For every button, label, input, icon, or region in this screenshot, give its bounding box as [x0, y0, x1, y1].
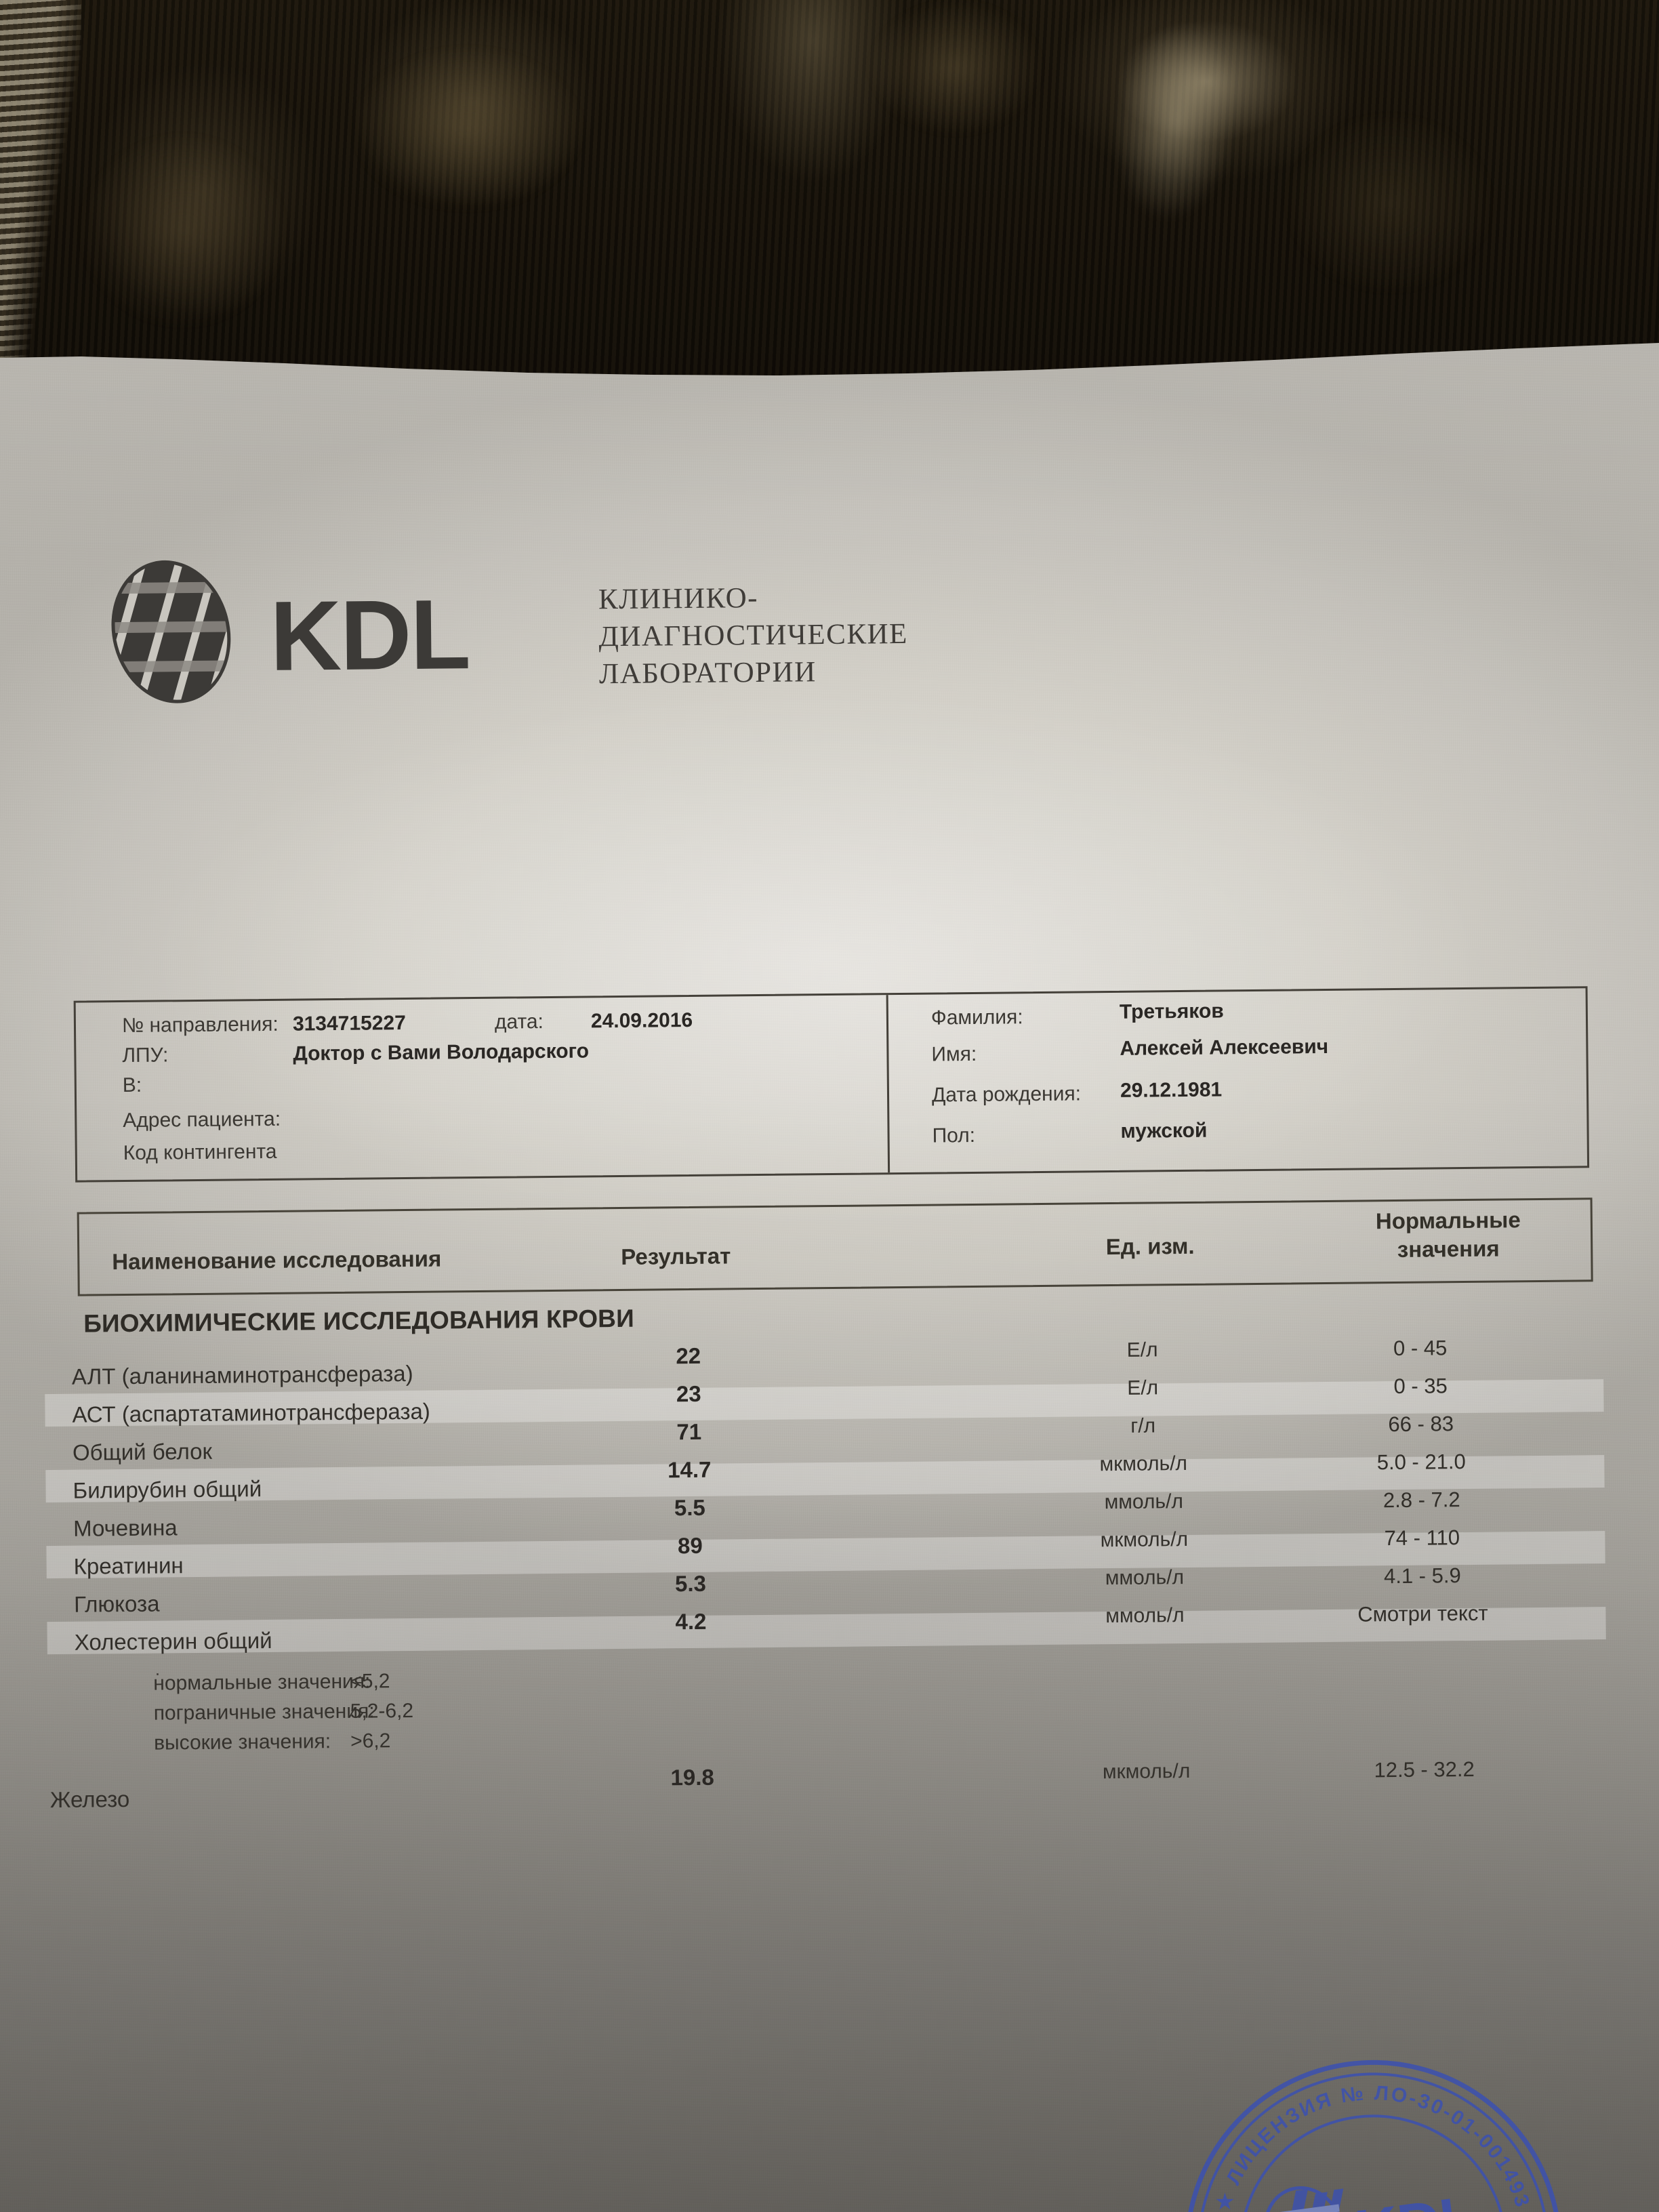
- carpet-motif: [1288, 115, 1491, 291]
- results-table-body: АЛТ (аланинаминотрансфераза) 22 Е/л 0 - …: [4, 1336, 1659, 1657]
- note-value: >6,2: [350, 1729, 391, 1753]
- row-test-name: Билирубин общий: [73, 1476, 262, 1503]
- date-label: дата:: [494, 1010, 544, 1033]
- row-reference: 2.8 - 7.2: [1382, 1488, 1460, 1513]
- table-row-iron: Железо 19.8 мкмоль/л 12.5 - 32.2: [8, 1755, 1659, 1813]
- row-unit: Е/л: [1127, 1376, 1159, 1399]
- row-unit: ммоль/л: [1105, 1604, 1185, 1628]
- row-result: 23: [676, 1380, 701, 1407]
- row-reference: 0 - 35: [1393, 1374, 1448, 1399]
- kdl-subtitle: КЛИНИКО- ДИАГНОСТИЧЕСКИЕ ЛАБОРАТОРИИ: [598, 578, 909, 693]
- stamp-kdl-wordmark: KDL: [1351, 2183, 1479, 2212]
- v-label: В:: [122, 1073, 142, 1097]
- row-test-name: Холестерин общий: [74, 1627, 272, 1655]
- svg-text:★ ЛИЦЕНЗИЯ № ЛО-30-01-001493: ★ ЛИЦЕНЗИЯ № ЛО-30-01-001493 ★: [1198, 2062, 1540, 2212]
- patient-box-divider: [886, 995, 890, 1173]
- row-unit: г/л: [1130, 1414, 1156, 1437]
- row-result: 89: [677, 1532, 703, 1559]
- row-test-name: Общий белок: [72, 1438, 213, 1465]
- kdl-subtitle-line-3: ЛАБОРАТОРИИ: [598, 656, 817, 691]
- row-reference: 66 - 83: [1388, 1412, 1454, 1437]
- kdl-globe-logo-icon: [96, 558, 245, 706]
- row-result: 71: [676, 1418, 702, 1445]
- row-unit: Е/л: [1126, 1338, 1158, 1361]
- column-header-unit: Ед. изм.: [1105, 1233, 1195, 1260]
- row-unit: мкмоль/л: [1100, 1528, 1189, 1552]
- row-result: 22: [676, 1343, 701, 1369]
- date-value: 24.09.2016: [590, 1008, 693, 1033]
- row-result: 19.8: [670, 1764, 714, 1790]
- cholesterol-interpretation-notes: · нормальные значения: <5,2 пограничные …: [153, 1663, 413, 1762]
- column-header-reference-line2: значения: [1397, 1235, 1500, 1262]
- row-result: 14.7: [668, 1456, 712, 1483]
- carpet-motif: [1098, 12, 1254, 232]
- firstname-value: Алексей Алексеевич: [1120, 1035, 1329, 1060]
- note-label: пограничные значения:: [153, 1700, 375, 1725]
- row-test-name: Железо: [49, 1786, 130, 1813]
- stamp-company-text: ООО "КДЛ ДОМОДЕДОВО-ТЕСТ" ★: [1153, 2028, 1559, 2212]
- gender-value: мужской: [1120, 1119, 1208, 1143]
- note-label: нормальные значения:: [153, 1670, 371, 1695]
- patient-info-box: № направления: 3134715227 дата: 24.09.20…: [73, 986, 1590, 1183]
- row-test-name: Креатинин: [73, 1553, 184, 1579]
- row-test-name: АЛТ (аланинаминотрансфераза): [71, 1360, 413, 1389]
- birthdate-value: 29.12.1981: [1120, 1078, 1223, 1102]
- stamp-globe-icon: [1263, 2186, 1345, 2212]
- stamp-license-text: ★ ЛИЦЕНЗИЯ № ЛО-30-01-001493 ★: [1198, 2062, 1540, 2212]
- svg-text:ООО "КДЛ ДОМОДЕДОВО-ТЕСТ" ★: ООО "КДЛ ДОМОДЕДОВО-ТЕСТ" ★: [1153, 2028, 1559, 2212]
- note-value: 5,2-6,2: [350, 1699, 414, 1723]
- row-result: 5.3: [674, 1570, 707, 1597]
- gender-label: Пол:: [932, 1124, 976, 1147]
- document-content: KDL КЛИНИКО- ДИАГНОСТИЧЕСКИЕ ЛАБОРАТОРИИ…: [0, 343, 1659, 2212]
- row-result: 5.5: [674, 1494, 705, 1521]
- carpet-motif: [81, 136, 285, 325]
- row-test-name: Мочевина: [73, 1515, 178, 1541]
- paper-sheet: KDL КЛИНИКО- ДИАГНОСТИЧЕСКИЕ ЛАБОРАТОРИИ…: [0, 343, 1659, 2212]
- contingent-code-label: Код контингента: [123, 1140, 277, 1165]
- carpet-fringe: [0, 0, 81, 380]
- row-reference: 0 - 45: [1393, 1336, 1448, 1361]
- column-header-result: Результат: [621, 1243, 731, 1269]
- patient-address-label: Адрес пациента:: [123, 1107, 281, 1132]
- firstname-label: Имя:: [931, 1042, 977, 1066]
- row-unit: мкмоль/л: [1102, 1759, 1191, 1784]
- row-reference: Смотри текст: [1357, 1601, 1488, 1626]
- surname-value: Третьяков: [1119, 1000, 1224, 1023]
- referral-number-value: 3134715227: [292, 1012, 406, 1036]
- column-header-name: Наименование исследования: [112, 1246, 442, 1275]
- letterhead: KDL КЛИНИКО- ДИАГНОСТИЧЕСКИЕ ЛАБОРАТОРИИ: [96, 545, 979, 716]
- row-unit: мкмоль/л: [1099, 1452, 1188, 1476]
- lpu-value: Доктор с Вами Володарского: [293, 1040, 590, 1065]
- row-result: 4.2: [675, 1608, 707, 1635]
- row-reference: 4.1 - 5.9: [1383, 1563, 1461, 1589]
- section-title-biochemistry: БИОХИМИЧЕСКИЕ ИССЛЕДОВАНИЯ КРОВИ: [83, 1304, 635, 1338]
- results-table-header: Наименование исследования Результат Ед. …: [77, 1197, 1593, 1296]
- kdl-wordmark: KDL: [269, 579, 470, 691]
- column-header-reference-line1: Нормальные: [1375, 1207, 1521, 1234]
- row-reference: 74 - 110: [1384, 1525, 1460, 1551]
- note-value: <5,2: [350, 1670, 390, 1693]
- referral-number-label: № направления:: [121, 1012, 279, 1038]
- note-label: высокие значения:: [153, 1730, 331, 1755]
- kdl-subtitle-line-1: КЛИНИКО-: [598, 581, 759, 616]
- row-reference: 12.5 - 32.2: [1374, 1757, 1475, 1782]
- kdl-subtitle-line-2: ДИАГНОСТИЧЕСКИЕ: [598, 617, 909, 653]
- carpet-motif: [352, 47, 583, 210]
- lpu-label: ЛПУ:: [122, 1044, 169, 1067]
- row-unit: ммоль/л: [1105, 1566, 1185, 1590]
- carpet-motif: [867, 0, 1044, 136]
- row-test-name: АСТ (аспартатаминотрансфераза): [72, 1398, 430, 1427]
- surname-label: Фамилия:: [930, 1006, 1023, 1029]
- row-reference: 5.0 - 21.0: [1376, 1450, 1466, 1475]
- row-test-name: Глюкоза: [73, 1591, 160, 1617]
- lab-license-stamp: ★ ЛИЦЕНЗИЯ № ЛО-30-01-001493 ★ ООО "КДЛ …: [1153, 2028, 1594, 2212]
- birthdate-label: Дата рождения:: [931, 1082, 1082, 1107]
- row-unit: ммоль/л: [1104, 1490, 1184, 1514]
